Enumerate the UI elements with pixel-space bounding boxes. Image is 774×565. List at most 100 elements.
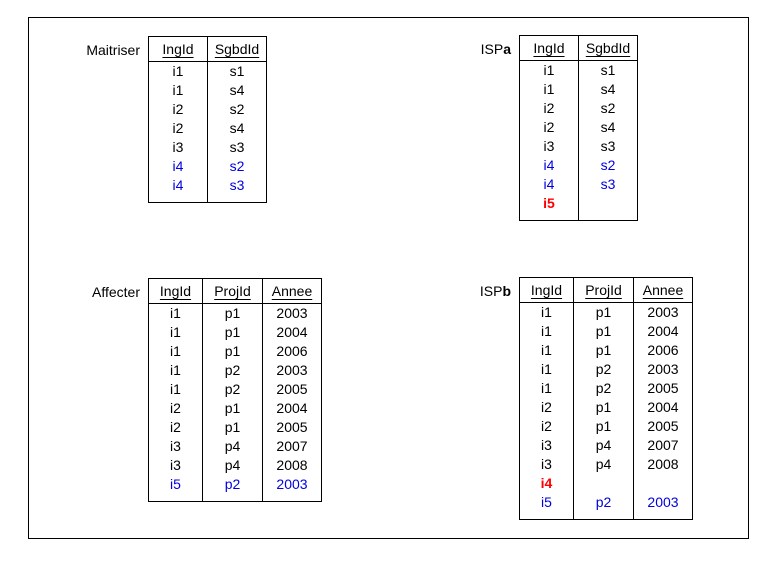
column-header-ingid: IngId	[519, 277, 574, 303]
table-label-maitriser: Maitriser	[60, 36, 140, 58]
table-cell: i2	[148, 99, 208, 119]
table-cell: p4	[573, 435, 634, 455]
table-cell: p1	[573, 397, 634, 417]
table-row: i1 p2 2005	[519, 378, 693, 398]
table-row: i3 p4 2008	[148, 455, 322, 475]
table-group-ispa: ISPa IngId SgbdId i1 s1 i1 s4 i2 s2 i2 s4 i3 s3 i4 s…	[470, 35, 638, 221]
table-row: i4 s3	[519, 174, 638, 194]
table-cell: i1	[148, 322, 203, 342]
table-label-bold-suffix: a	[503, 41, 511, 57]
table-cell: i1	[519, 79, 579, 99]
table-cell: p1	[573, 416, 634, 436]
table-row: i2 p1 2005	[519, 416, 693, 436]
table-cell: i1	[519, 340, 574, 360]
spacer-cell	[148, 194, 208, 203]
table-cell: 2003	[262, 474, 322, 494]
table-label-ispa: ISPa	[470, 35, 511, 57]
table-cell: i1	[519, 378, 574, 398]
table-row: i1 p1 2006	[519, 340, 693, 360]
table-cell: i1	[148, 360, 203, 380]
table-row: i1 p1 2003	[148, 303, 322, 323]
table-cell: p2	[573, 359, 634, 379]
table-label-affecter: Affecter	[60, 278, 140, 300]
column-header-ingid: IngId	[148, 278, 203, 304]
table-cell: p4	[202, 436, 263, 456]
table-cell: 2007	[262, 436, 322, 456]
table-label-bold-suffix: b	[502, 283, 511, 299]
table-row: i4 s2	[148, 156, 267, 176]
column-header-label: SgbdId	[585, 40, 631, 56]
column-header-sgbdid: SgbdId	[207, 36, 267, 62]
column-header-label: Annee	[642, 282, 684, 298]
table-cell: s2	[207, 156, 267, 176]
table-cell: i2	[519, 98, 579, 118]
table-row: i2 p1 2005	[148, 417, 322, 437]
table-bottom-spacer	[519, 212, 638, 221]
table-row: i5 p2 2003	[148, 474, 322, 494]
table-cell: p4	[202, 455, 263, 475]
table-row: i1 p1 2003	[519, 302, 693, 322]
table-cell: i3	[519, 454, 574, 474]
table-cell: s3	[207, 137, 267, 157]
table-cell: i1	[519, 60, 579, 80]
table-cell: p2	[202, 360, 263, 380]
table-cell: i1	[148, 303, 203, 323]
table-row: i3 p4 2007	[148, 436, 322, 456]
table-row: i4 s3	[148, 175, 267, 195]
relation-table-affecter: IngId ProjId Annee i1 p1 2003 i1 p1 2004 i1 p1 200…	[148, 278, 322, 502]
table-row: i1 p1 2004	[519, 321, 693, 341]
table-row: i2 s2	[148, 99, 267, 119]
table-row: i2 s4	[148, 118, 267, 138]
spacer-cell	[262, 493, 322, 502]
spacer-cell	[202, 493, 263, 502]
column-header-label: SgbdId	[214, 41, 260, 57]
table-cell: s2	[578, 155, 638, 175]
table-row: i2 s2	[519, 98, 638, 118]
table-cell: i4	[519, 155, 579, 175]
column-header-label: IngId	[533, 40, 565, 56]
table-cell: i4	[519, 174, 579, 194]
table-cell: s4	[207, 80, 267, 100]
table-row: i2 p1 2004	[148, 398, 322, 418]
table-cell: i1	[519, 321, 574, 341]
column-header-sgbdid: SgbdId	[578, 35, 638, 61]
spacer-cell	[207, 194, 267, 203]
table-cell: 2004	[262, 322, 322, 342]
table-cell: 2007	[633, 435, 693, 455]
column-header-label: IngId	[159, 283, 192, 299]
table-cell: p2	[573, 492, 634, 512]
table-cell: 2006	[633, 340, 693, 360]
table-cell: s3	[207, 175, 267, 195]
relation-table-ispa: IngId SgbdId i1 s1 i1 s4 i2 s2 i2 s4 i3 s3 i4 s2 i4 s3…	[519, 35, 638, 221]
table-bottom-spacer	[148, 194, 267, 203]
column-header-ingid: IngId	[519, 35, 579, 61]
table-label-text: Maitriser	[86, 42, 140, 58]
column-header-projid: ProjId	[573, 277, 634, 303]
table-cell: i1	[519, 359, 574, 379]
table-cell: 2003	[633, 359, 693, 379]
header-row: IngId ProjId Annee	[148, 278, 322, 304]
table-cell: i2	[519, 117, 579, 137]
table-cell: i1	[148, 61, 208, 81]
table-cell: i1	[148, 341, 203, 361]
table-cell: i4	[148, 156, 208, 176]
table-row: i1 s1	[148, 61, 267, 81]
table-cell: i1	[519, 302, 574, 322]
table-cell: i3	[148, 137, 208, 157]
table-row: i3 s3	[148, 137, 267, 157]
table-cell: p1	[202, 303, 263, 323]
table-cell: i5	[519, 492, 574, 512]
table-cell: 2006	[262, 341, 322, 361]
table-row: i1 p2 2003	[148, 360, 322, 380]
table-label-ispb: ISPb	[470, 277, 511, 299]
table-cell: 2003	[633, 302, 693, 322]
column-header-projid: ProjId	[202, 278, 263, 304]
table-cell: 2005	[262, 379, 322, 399]
table-row: i3 p4 2007	[519, 435, 693, 455]
table-cell: i5	[519, 193, 579, 213]
table-row: i4 s2	[519, 155, 638, 175]
table-cell	[578, 193, 638, 213]
table-cell: 2004	[262, 398, 322, 418]
table-cell: p2	[202, 379, 263, 399]
table-cell: 2003	[262, 303, 322, 323]
